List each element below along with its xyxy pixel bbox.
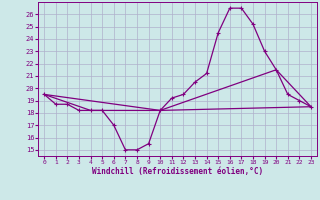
X-axis label: Windchill (Refroidissement éolien,°C): Windchill (Refroidissement éolien,°C): [92, 167, 263, 176]
